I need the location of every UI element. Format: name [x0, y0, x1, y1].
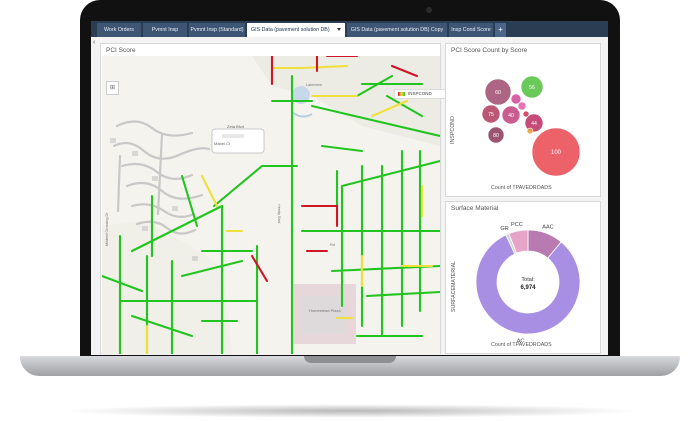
donut-total-value: 6,974: [520, 285, 536, 291]
map-label-mabel-ct: Mabel Ct: [214, 141, 231, 146]
donut-chart-panel: Surface Material AC PCC GR AAC Total: 6,974 S…: [445, 201, 601, 354]
donut-x-axis-label: Count of TPAVEDROADS: [491, 342, 552, 348]
map-label-rd: Rd: [330, 243, 335, 247]
bubble-small-8[interactable]: [517, 101, 527, 111]
donut-total-label: Total:: [521, 277, 535, 283]
map-legend[interactable]: INSPCOND: [394, 89, 449, 99]
tab-gis-data[interactable]: GIS Data (pavement solution DB): [247, 23, 345, 37]
back-arrow-icon[interactable]: ‹: [93, 39, 96, 46]
donut-center: [498, 252, 558, 312]
bubble-label: 75: [488, 112, 494, 118]
map-label-crossing: Mildred Crossing Dr: [105, 212, 109, 246]
map-label-lakeview: Lakeview: [306, 83, 322, 87]
map-label-zeta-blvd: Zeta Blvd: [227, 124, 244, 129]
screen: Work Orders Pvmnt Insp Pvmnt Insp (Stand…: [91, 21, 608, 355]
bubble-label: 60: [495, 90, 501, 96]
bubble-chart[interactable]: 100 60 56 75 40 44 80: [446, 57, 600, 185]
bubble-75[interactable]: [481, 104, 501, 124]
tab-pvmnt-insp-standard[interactable]: Pvmnt Insp (Standard): [189, 23, 245, 37]
bubble-label: 80: [493, 133, 499, 139]
map-canvas[interactable]: Zeta Blvd Mabel Ct Mildred Crossing Dr H…: [102, 56, 440, 354]
tab-pvmnt-insp[interactable]: Pvmnt Insp: [143, 23, 187, 37]
donut-y-axis-label: SURFACEMATERIAL: [451, 260, 457, 312]
bubble-y-axis-label: INSPCOND: [450, 116, 456, 144]
map-zoom-tool-button[interactable]: ⊞: [106, 81, 119, 95]
donut-chart-title: Surface Material: [451, 205, 499, 212]
bubble-label: 44: [531, 121, 537, 127]
map-label-plaza: Homestead Plaza: [309, 308, 341, 313]
tab-work-orders[interactable]: Work Orders: [97, 23, 141, 37]
bubble-80[interactable]: [487, 126, 505, 144]
bubble-small-9[interactable]: [522, 110, 530, 118]
tab-gis-data-copy[interactable]: GIS Data (pavement solution DB) Copy: [347, 23, 447, 37]
laptop-notch: [304, 356, 396, 363]
bubble-44[interactable]: [524, 113, 544, 133]
bubble-chart-panel: PCI Score Count by Score 100 60 56 75 40 44 80…: [445, 43, 601, 197]
add-tab-button[interactable]: +: [495, 23, 506, 37]
bubble-small-7[interactable]: [510, 93, 522, 105]
map-label-hendy: Hendy Blvd: [277, 204, 281, 223]
tab-gis-data-label: GIS Data (pavement solution DB): [251, 27, 330, 33]
bubble-100[interactable]: [531, 127, 581, 177]
map-title: PCI Score: [106, 47, 136, 54]
bubble-small-10[interactable]: [526, 127, 534, 135]
bubble-60[interactable]: [484, 78, 512, 106]
camera: [426, 7, 432, 13]
donut-slice-label: PCC: [511, 222, 523, 228]
legend-swatch: [398, 92, 405, 96]
tab-bar: Work Orders Pvmnt Insp Pvmnt Insp (Stand…: [91, 21, 608, 37]
donut-slice-pcc[interactable]: [508, 229, 529, 254]
donut-slice-label: AAC: [542, 224, 554, 230]
bubble-chart-title: PCI Score Count by Score: [451, 47, 528, 54]
bubble-label: 100: [551, 150, 562, 156]
road-network-map[interactable]: Zeta Blvd Mabel Ct Mildred Crossing Dr H…: [102, 56, 440, 354]
bubble-56[interactable]: [520, 75, 544, 99]
bubble-label: 40: [508, 113, 514, 119]
donut-slice-ac[interactable]: [475, 234, 581, 335]
tab-insp-cond-score[interactable]: Insp Cond Score: [449, 23, 493, 37]
donut-slice-label: AC: [517, 339, 525, 342]
bubble-x-axis-label: Count of TPAVEDROADS: [491, 185, 552, 191]
donut-slice-label: GR: [500, 226, 508, 232]
laptop-shadow: [60, 404, 640, 418]
laptop-base: [20, 356, 680, 376]
bubble-label: 56: [529, 85, 535, 91]
lake-icon: [292, 86, 310, 104]
tab-menu-chevron-icon[interactable]: [337, 28, 341, 31]
map-panel: PCI Score: [100, 43, 449, 354]
legend-label: INSPCOND: [408, 91, 432, 96]
bubble-40[interactable]: [501, 105, 521, 125]
